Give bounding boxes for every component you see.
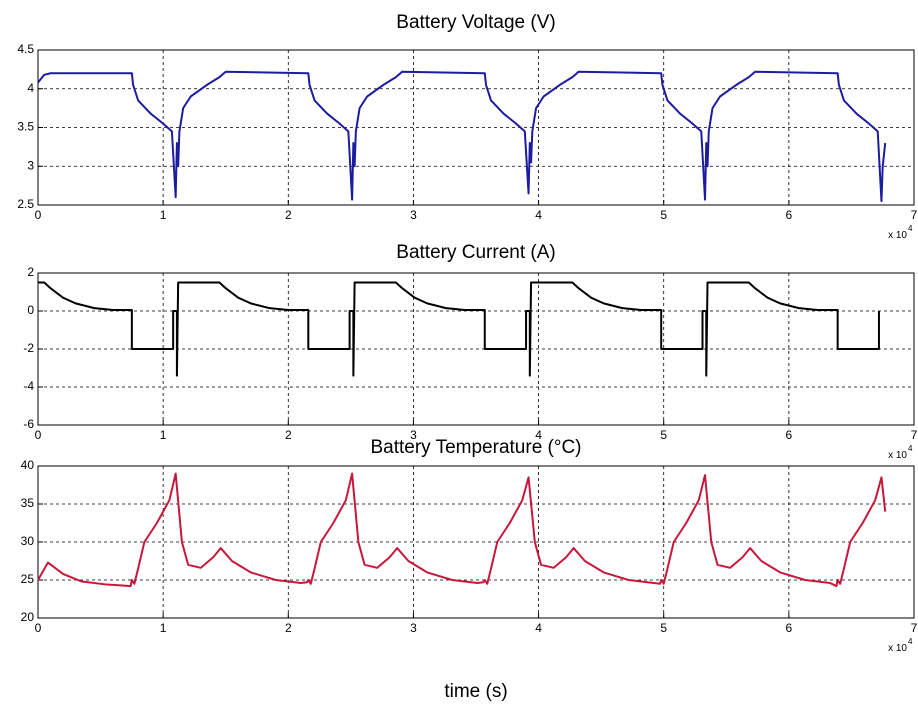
x-tick-label: 7	[911, 428, 918, 442]
x-tick-label: 0	[35, 621, 42, 635]
x-tick-label: 1	[160, 428, 167, 442]
x-tick-label: 2	[285, 428, 292, 442]
x-multiplier-exponent: 4	[908, 637, 913, 646]
y-tick-label: 0	[27, 303, 34, 317]
x-multiplier-base: x 10	[888, 230, 907, 241]
x-multiplier: x 10	[888, 230, 907, 241]
y-tick-label: 3.5	[17, 120, 34, 134]
x-tick-label: 5	[660, 428, 667, 442]
y-tick-label: 35	[21, 496, 35, 510]
plot-frame	[37, 465, 915, 619]
y-tick-label: 40	[21, 458, 35, 472]
x-tick-label: 3	[410, 621, 417, 635]
x-tick-label: 5	[660, 208, 667, 222]
y-tick-label: 4.5	[17, 42, 34, 56]
x-tick-label: 1	[160, 621, 167, 635]
x-tick-label: 4	[535, 621, 542, 635]
x-multiplier: x 10	[888, 643, 907, 654]
chart-title: Battery Current (A)	[396, 242, 555, 263]
x-axis-label: time (s)	[444, 681, 507, 702]
x-tick-label: 5	[660, 621, 667, 635]
x-tick-label: 6	[786, 428, 793, 442]
x-multiplier-exponent: 4	[908, 444, 913, 453]
x-tick-label: 0	[35, 208, 42, 222]
x-multiplier-exponent: 4	[908, 224, 913, 233]
data-line	[38, 281, 880, 377]
x-tick-label: 1	[160, 208, 167, 222]
y-tick-label: 4	[27, 81, 34, 95]
y-tick-label: 2	[27, 265, 34, 279]
data-line	[37, 472, 887, 588]
x-tick-label: 7	[911, 208, 918, 222]
data-line	[37, 70, 887, 203]
y-tick-label: 2.5	[17, 197, 34, 211]
x-tick-label: 6	[786, 208, 793, 222]
x-tick-label: 3	[410, 428, 417, 442]
y-tick-label: 20	[21, 610, 35, 624]
y-tick-label: 25	[21, 572, 35, 586]
plot-frame	[37, 49, 915, 206]
x-tick-label: 4	[535, 208, 542, 222]
chart-title: Battery Temperature (°C)	[370, 437, 581, 458]
y-tick-label: -4	[23, 379, 34, 393]
y-tick-label: 3	[27, 158, 34, 172]
x-tick-label: 2	[285, 208, 292, 222]
plot-frame	[37, 272, 915, 426]
x-tick-label: 0	[35, 428, 42, 442]
x-tick-label: 3	[410, 208, 417, 222]
x-multiplier-base: x 10	[888, 643, 907, 654]
x-tick-label: 2	[285, 621, 292, 635]
x-tick-label: 6	[786, 621, 793, 635]
y-tick-label: -2	[23, 341, 34, 355]
x-tick-label: 4	[535, 428, 542, 442]
y-tick-label: 30	[21, 534, 35, 548]
y-tick-label: -6	[23, 417, 34, 431]
x-multiplier: x 10	[888, 450, 907, 461]
x-tick-label: 7	[911, 621, 918, 635]
x-multiplier-base: x 10	[888, 450, 907, 461]
chart-title: Battery Voltage (V)	[396, 12, 555, 33]
